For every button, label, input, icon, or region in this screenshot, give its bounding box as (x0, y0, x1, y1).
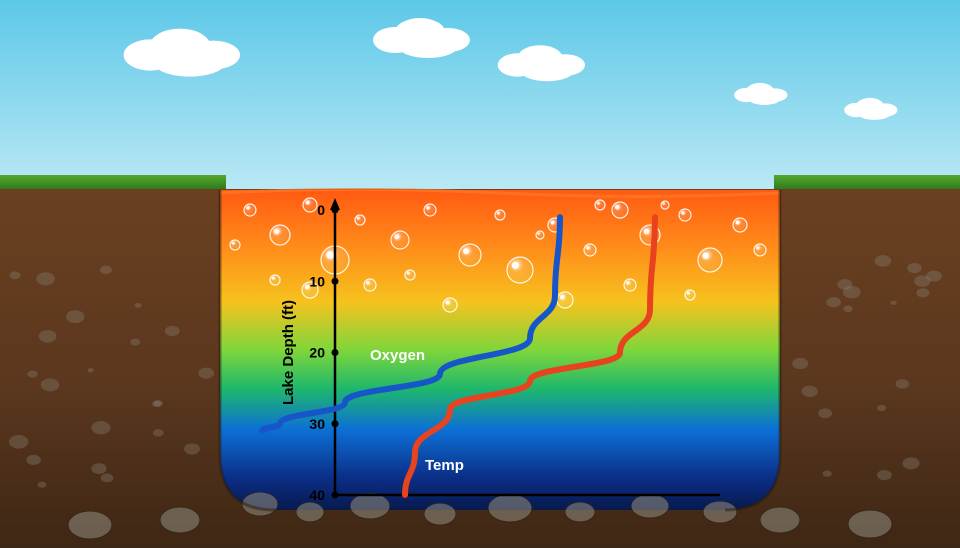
bubble (661, 201, 669, 209)
soil-rock (154, 400, 163, 406)
soil-rock (826, 297, 841, 307)
soil-rock (837, 279, 852, 290)
scene-svg: 0 10 20 30 40 Lake Depth (ft) Oxygen Temp (0, 0, 960, 548)
bubble (303, 198, 317, 212)
soil-rock (843, 306, 852, 313)
soil-rock (41, 378, 60, 391)
bed-rock (68, 511, 112, 539)
bubble (536, 231, 544, 239)
soil-rock (916, 288, 929, 297)
soil-rock (135, 303, 142, 308)
bubble (698, 248, 722, 272)
bubble (685, 290, 695, 300)
soil-rock (153, 429, 164, 436)
bubble (624, 279, 636, 291)
bubble (459, 244, 481, 266)
bubble (244, 204, 256, 216)
soil-rock (101, 473, 114, 482)
y-tick (332, 492, 339, 499)
bed-rock (424, 503, 456, 525)
bed-rock (350, 493, 390, 519)
bubble (584, 244, 596, 256)
bubble (557, 292, 573, 308)
soil-rock (39, 330, 57, 342)
soil-rock (907, 263, 921, 273)
diagram-root: 0 10 20 30 40 Lake Depth (ft) Oxygen Temp (0, 0, 960, 548)
bubble (391, 231, 409, 249)
soil-rock (130, 339, 140, 346)
bed-rock (703, 501, 737, 523)
soil-rock (891, 301, 897, 305)
soil-rock (802, 386, 818, 397)
bubble (270, 225, 290, 245)
bubble (754, 244, 766, 256)
y-tick-label: 40 (309, 487, 325, 503)
bubble (405, 270, 415, 280)
series-label-oxygen: Oxygen (370, 347, 425, 364)
bubble (595, 200, 605, 210)
bubble (733, 218, 747, 232)
grass-left (0, 175, 226, 189)
bed-rock (488, 494, 532, 522)
bubble (495, 210, 505, 220)
soil-rock (9, 435, 28, 449)
y-tick-label: 0 (317, 202, 325, 218)
bed-rock (631, 494, 669, 518)
bed-rock (848, 510, 892, 538)
soil-rock (926, 271, 942, 282)
y-tick (332, 207, 339, 214)
bubble (612, 202, 628, 218)
y-tick (332, 349, 339, 356)
soil-rock (818, 408, 832, 418)
soil-rock (66, 310, 84, 323)
bubble (443, 298, 457, 312)
soil-rock (823, 470, 832, 476)
soil-rock (36, 272, 55, 285)
soil-rock (165, 326, 180, 336)
soil-rock (896, 379, 910, 389)
bubble (355, 215, 365, 225)
soil-rock (91, 421, 110, 434)
y-tick-label: 10 (309, 273, 325, 289)
y-tick-label: 20 (309, 345, 325, 361)
bed-rock (160, 507, 200, 533)
soil-rock (100, 266, 112, 274)
bed-rock (760, 507, 800, 533)
soil-rock (902, 457, 919, 469)
bubble (270, 275, 280, 285)
soil-rock (91, 463, 106, 474)
soil-rock (877, 405, 886, 411)
bubble (424, 204, 436, 216)
bed-rock (296, 502, 324, 522)
bed-rock (565, 502, 595, 522)
bubble (679, 209, 691, 221)
soil-rock (10, 271, 21, 279)
soil-rock (37, 482, 46, 488)
bubble (364, 279, 376, 291)
soil-rock (26, 455, 41, 465)
soil-rock (877, 470, 892, 480)
y-tick (332, 420, 339, 427)
soil-rock (27, 370, 37, 377)
bubble (230, 240, 240, 250)
sky (0, 0, 960, 200)
soil-rock (184, 443, 200, 454)
grass-right (774, 175, 960, 189)
series-label-temp: Temp (425, 457, 464, 474)
soil-rock (792, 358, 808, 369)
soil-rock (87, 368, 93, 372)
bubble (507, 257, 533, 283)
y-tick (332, 278, 339, 285)
y-axis-label: Lake Depth (ft) (280, 300, 297, 405)
soil-rock (198, 368, 214, 379)
soil-rock (875, 255, 891, 267)
y-tick-label: 30 (309, 416, 325, 432)
